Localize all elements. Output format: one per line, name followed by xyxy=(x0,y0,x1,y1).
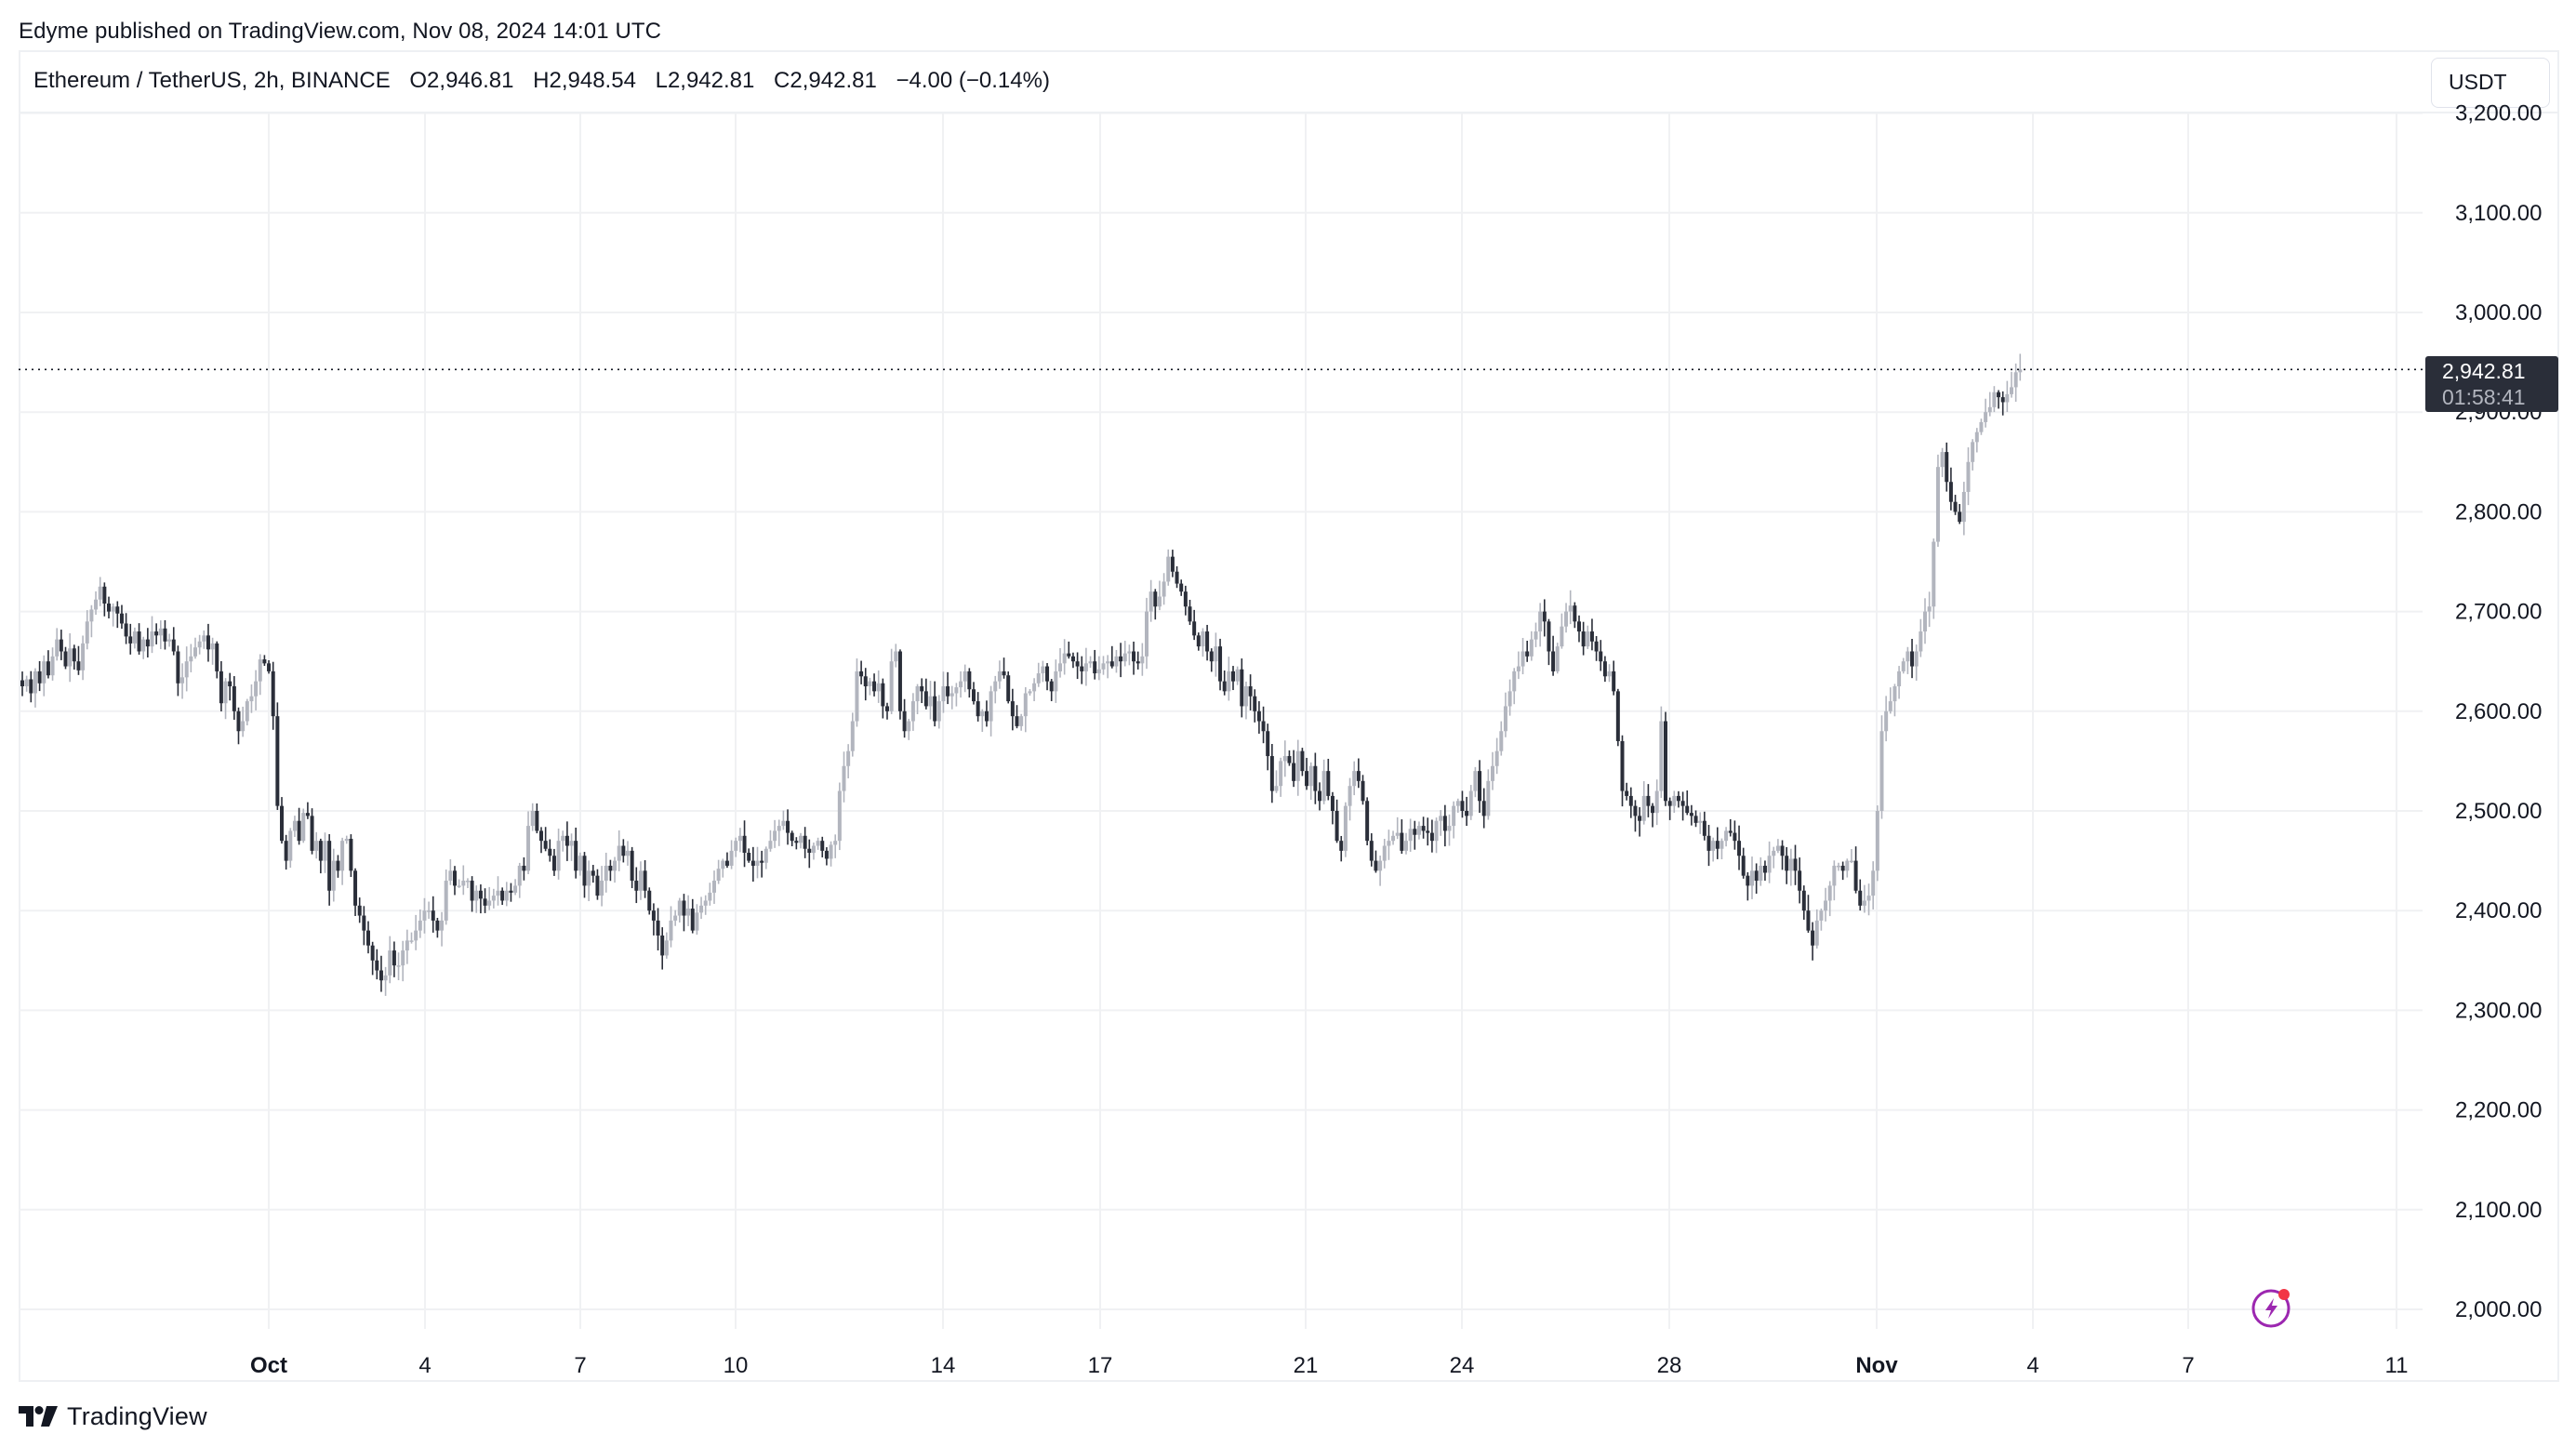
price-tick-label: 3,000.00 xyxy=(2455,300,2542,325)
date-tick-label: 7 xyxy=(2182,1353,2194,1378)
date-tick-label: 24 xyxy=(1450,1353,1475,1378)
price-tick-label: 2,800.00 xyxy=(2455,499,2542,524)
publisher-line: Edyme published on TradingView.com, Nov … xyxy=(19,19,662,44)
date-tick-label: Oct xyxy=(250,1353,287,1378)
price-tick-label: 2,500.00 xyxy=(2455,799,2542,824)
date-tick-label: 4 xyxy=(2026,1353,2038,1378)
date-tick-label: 10 xyxy=(724,1353,749,1378)
last-price-label: 2,942.81 01:58:41 xyxy=(2425,356,2558,413)
time-axis[interactable]: Oct 4 7 10 14 17 21 24 28 Nov 4 7 11 xyxy=(250,1353,2408,1378)
price-tick-label: 2,700.00 xyxy=(2455,600,2542,625)
ohlc-low: L2,942.81 xyxy=(655,68,755,93)
date-tick-label: 21 xyxy=(1294,1353,1319,1378)
price-tick-label: 2,600.00 xyxy=(2455,699,2542,724)
price-tick-label: 3,200.00 xyxy=(2455,101,2542,126)
chart-frame xyxy=(19,50,2559,1382)
date-tick-label: 28 xyxy=(1657,1353,1682,1378)
currency-button[interactable]: USDT xyxy=(2431,58,2550,108)
price-axis[interactable]: 3,200.003,100.003,000.002,900.002,800.00… xyxy=(2455,101,2542,1322)
tradingview-brand[interactable]: TradingView xyxy=(19,1402,207,1430)
price-tick-label: 2,000.00 xyxy=(2455,1297,2542,1322)
brand-name: TradingView xyxy=(67,1401,207,1430)
date-tick-label: 4 xyxy=(418,1353,431,1378)
tradingview-logo-icon xyxy=(19,1406,58,1427)
date-tick-label: 17 xyxy=(1088,1353,1113,1378)
ohlc-open: O2,946.81 xyxy=(409,68,514,93)
price-tick-label: 2,100.00 xyxy=(2455,1198,2542,1223)
ohlc-close: C2,942.81 xyxy=(774,68,877,93)
date-tick-label: 14 xyxy=(931,1353,956,1378)
last-price-value: 2,942.81 xyxy=(2442,359,2526,384)
lightning-bolt-icon[interactable] xyxy=(2251,1286,2293,1329)
bar-countdown: 01:58:41 xyxy=(2442,385,2526,410)
price-tick-label: 2,200.00 xyxy=(2455,1098,2542,1123)
candles xyxy=(20,353,2023,996)
price-tick-label: 2,300.00 xyxy=(2455,998,2542,1023)
symbol-legend: Ethereum / TetherUS, 2h, BINANCE O2,946.… xyxy=(33,68,1063,94)
price-tick-label: 3,100.00 xyxy=(2455,201,2542,226)
date-tick-label: Nov xyxy=(1855,1353,1898,1378)
ohlc-high: H2,948.54 xyxy=(533,68,636,93)
date-tick-label: 7 xyxy=(574,1353,586,1378)
ohlc-change: −4.00 (−0.14%) xyxy=(896,68,1050,93)
price-tick-label: 2,400.00 xyxy=(2455,898,2542,923)
grid-lines xyxy=(19,112,2557,1329)
date-tick-label: 11 xyxy=(2385,1353,2409,1378)
symbol-title[interactable]: Ethereum / TetherUS, 2h, BINANCE xyxy=(33,68,391,93)
